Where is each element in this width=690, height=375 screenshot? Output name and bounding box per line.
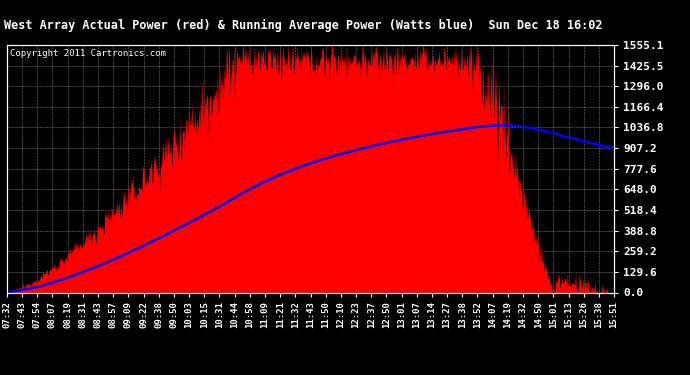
Text: West Array Actual Power (red) & Running Average Power (Watts blue)  Sun Dec 18 1: West Array Actual Power (red) & Running … — [4, 19, 603, 32]
Text: Copyright 2011 Cartronics.com: Copyright 2011 Cartronics.com — [10, 49, 166, 58]
